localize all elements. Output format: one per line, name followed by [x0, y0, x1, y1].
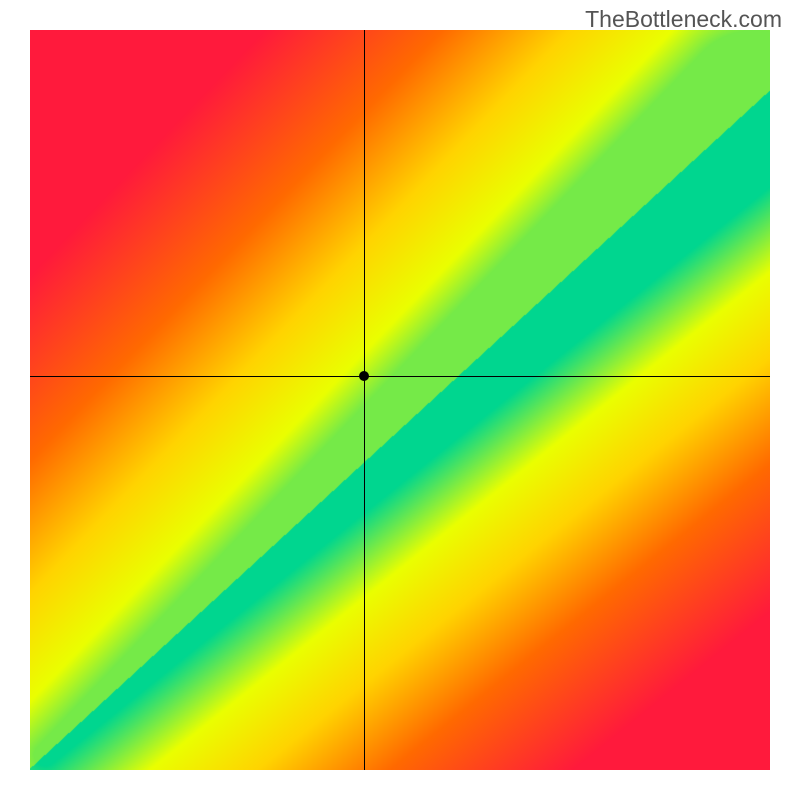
- watermark-text: TheBottleneck.com: [585, 6, 782, 33]
- heatmap-canvas: [30, 30, 770, 770]
- crosshair-horizontal: [30, 376, 770, 377]
- plot-frame: [30, 30, 770, 770]
- chart-container: TheBottleneck.com: [0, 0, 800, 800]
- crosshair-vertical: [364, 30, 365, 770]
- crosshair-marker: [359, 371, 369, 381]
